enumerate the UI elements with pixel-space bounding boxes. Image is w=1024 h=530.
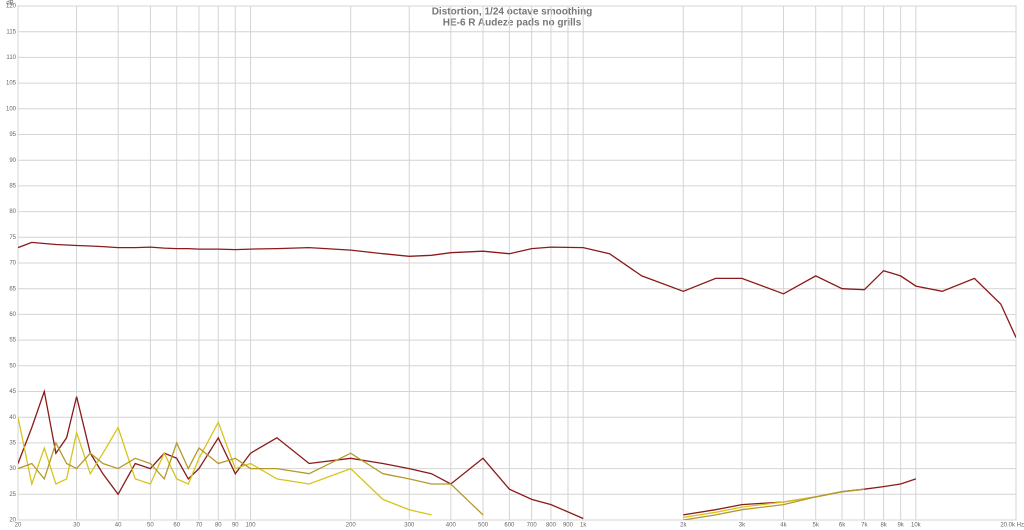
x-tick-label: 8k	[880, 523, 887, 529]
chart-title: Distortion, 1/24 octave smoothing	[432, 7, 593, 18]
x-tick-label: 700	[527, 523, 538, 529]
x-tick-label: 500	[478, 523, 489, 529]
chart-subtitle: HE-6 R Audeze pads no grills	[443, 18, 582, 29]
x-tick-label: 9k	[897, 523, 904, 529]
x-tick-label: 800	[546, 523, 557, 529]
y-tick-label: 95	[9, 132, 16, 138]
y-tick-label: 45	[9, 389, 16, 395]
x-tick-label: 1k	[580, 523, 587, 529]
y-tick-label: 55	[9, 338, 16, 344]
y-tick-label: 80	[9, 209, 16, 215]
y-axis-label: dB	[6, 1, 13, 7]
x-tick-label: 20	[15, 523, 22, 529]
y-tick-label: 70	[9, 261, 16, 267]
x-tick-label: 200	[346, 523, 357, 529]
y-tick-label: 25	[9, 492, 16, 498]
x-tick-label: 40	[115, 523, 122, 529]
x-tick-label: 5k	[813, 523, 820, 529]
y-tick-label: 75	[9, 235, 16, 241]
y-tick-label: 100	[6, 106, 17, 112]
x-tick-label: 10k	[911, 523, 922, 529]
x-tick-label: 30	[73, 523, 80, 529]
x-tick-label: 80	[215, 523, 222, 529]
y-tick-label: 35	[9, 440, 16, 446]
y-tick-label: 60	[9, 312, 16, 318]
y-tick-label: 115	[6, 29, 16, 35]
x-tick-label: 50	[147, 523, 154, 529]
series-line	[18, 388, 584, 520]
x-tick-label: 900	[563, 523, 574, 529]
y-tick-label: 65	[9, 286, 16, 292]
y-tick-label: 105	[6, 81, 17, 87]
y-tick-label: 85	[9, 183, 16, 189]
x-tick-label: 90	[232, 523, 239, 529]
x-tick-label: 2k	[680, 523, 687, 529]
y-tick-label: 90	[9, 158, 16, 164]
x-tick-label: 400	[446, 523, 457, 529]
x-tick-label: 100	[246, 523, 257, 529]
x-tick-label: 300	[404, 523, 415, 529]
y-tick-label: 50	[9, 363, 16, 369]
x-tick-label: 60	[173, 523, 180, 529]
series-line	[683, 488, 865, 520]
y-tick-label: 110	[6, 55, 16, 61]
series-line	[18, 241, 1016, 338]
y-tick-label: 20	[9, 518, 16, 524]
y-tick-label: 40	[9, 415, 16, 421]
x-tick-label: 6k	[839, 523, 846, 529]
x-tick-label: 7k	[861, 523, 868, 529]
x-tick-label: 20.0k Hz	[1000, 523, 1024, 529]
x-tick-label: 4k	[780, 523, 787, 529]
x-tick-label: 3k	[739, 523, 746, 529]
x-tick-label: 600	[504, 523, 515, 529]
y-tick-label: 30	[9, 466, 16, 472]
series-line	[18, 441, 484, 516]
x-tick-label: 70	[196, 523, 203, 529]
y-tick-label: 120	[6, 4, 17, 10]
series-line	[18, 417, 432, 516]
